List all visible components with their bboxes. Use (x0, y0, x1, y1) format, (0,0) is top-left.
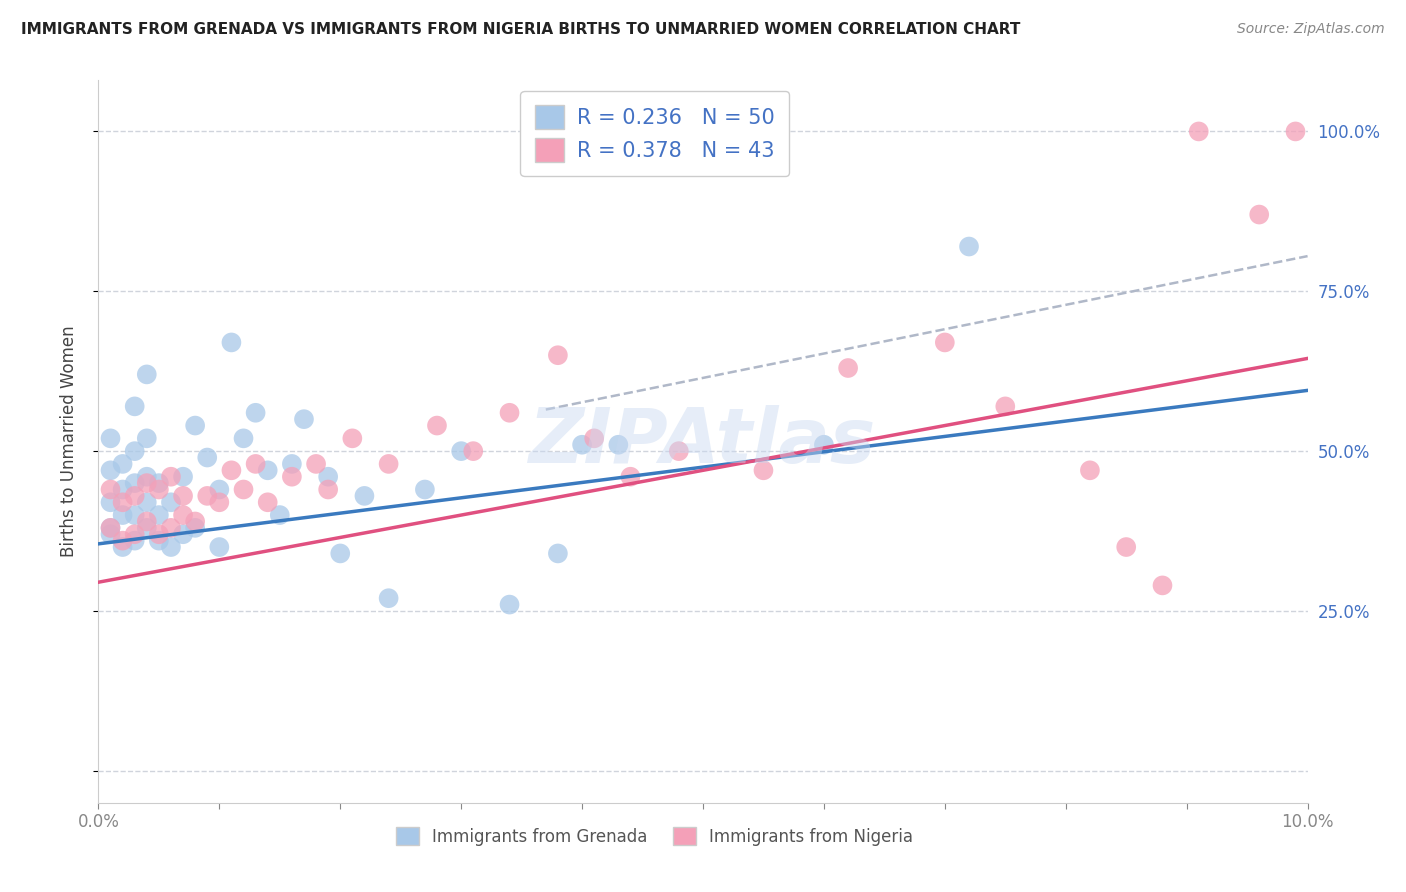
Point (172, 527, 194, 541)
Point (208, 495, 231, 509)
Point (316, 483, 339, 497)
Point (160, 540, 183, 554)
Point (100, 463, 122, 477)
Point (413, 483, 436, 497)
Point (571, 438, 593, 452)
Point (498, 598, 520, 612)
Point (292, 412, 315, 426)
Point (135, 521, 157, 535)
Point (1115, 540, 1137, 554)
Point (160, 495, 183, 509)
Point (463, 444, 485, 458)
Point (377, 591, 399, 606)
Point (124, 444, 146, 458)
Point (148, 483, 170, 497)
Point (256, 463, 278, 477)
Point (148, 508, 170, 522)
Point (547, 546, 569, 560)
Point (583, 431, 606, 445)
Text: IMMIGRANTS FROM GRENADA VS IMMIGRANTS FROM NIGERIA BIRTHS TO UNMARRIED WOMEN COR: IMMIGRANTS FROM GRENADA VS IMMIGRANTS FR… (21, 22, 1021, 37)
Point (111, 483, 134, 497)
Point (172, 469, 194, 483)
Point (668, 444, 690, 458)
Point (208, 483, 231, 497)
Legend: Immigrants from Grenada, Immigrants from Nigeria: Immigrants from Grenada, Immigrants from… (389, 821, 920, 852)
Point (135, 476, 157, 491)
Point (160, 521, 183, 535)
Point (124, 533, 146, 548)
Point (184, 418, 207, 433)
Text: ZIPAtlas: ZIPAtlas (529, 405, 877, 478)
Point (1249, 208, 1271, 222)
Point (256, 495, 278, 509)
Point (111, 457, 134, 471)
Point (934, 335, 956, 350)
Point (124, 508, 146, 522)
Y-axis label: Births to Unmarried Women: Births to Unmarried Women (59, 326, 77, 558)
Point (221, 463, 243, 477)
Point (342, 431, 364, 445)
Point (148, 476, 170, 491)
Point (111, 508, 134, 522)
Point (100, 495, 122, 509)
Point (124, 476, 146, 491)
Point (195, 489, 218, 503)
Point (232, 483, 254, 497)
Point (607, 438, 630, 452)
Point (1284, 124, 1306, 138)
Point (184, 521, 207, 535)
Point (135, 469, 157, 483)
Point (135, 431, 157, 445)
Point (994, 400, 1017, 414)
Point (111, 533, 134, 548)
Point (135, 515, 157, 529)
Point (124, 489, 146, 503)
Point (752, 463, 775, 477)
Point (245, 457, 267, 471)
Point (100, 527, 122, 541)
Point (245, 406, 267, 420)
Point (195, 450, 218, 465)
Point (957, 239, 980, 253)
Point (498, 406, 520, 420)
Point (1078, 463, 1101, 477)
Point (148, 527, 170, 541)
Point (1188, 124, 1211, 138)
Point (172, 508, 194, 522)
Point (1152, 578, 1174, 592)
Point (148, 533, 170, 548)
Point (281, 457, 304, 471)
Point (837, 361, 859, 376)
Point (232, 431, 254, 445)
Point (316, 469, 339, 483)
Point (426, 418, 449, 433)
Point (813, 438, 835, 452)
Point (135, 368, 157, 382)
Point (100, 431, 122, 445)
Point (353, 489, 375, 503)
Point (111, 540, 134, 554)
Point (124, 527, 146, 541)
Point (135, 495, 157, 509)
Point (208, 540, 231, 554)
Point (547, 348, 569, 362)
Point (184, 515, 207, 529)
Point (329, 546, 352, 560)
Point (160, 469, 183, 483)
Point (172, 489, 194, 503)
Point (281, 469, 304, 483)
Text: Source: ZipAtlas.com: Source: ZipAtlas.com (1237, 22, 1385, 37)
Point (377, 457, 399, 471)
Point (221, 335, 243, 350)
Point (100, 483, 122, 497)
Point (450, 444, 472, 458)
Point (111, 495, 134, 509)
Point (100, 521, 122, 535)
Point (100, 521, 122, 535)
Point (269, 508, 291, 522)
Point (619, 469, 641, 483)
Point (305, 457, 328, 471)
Point (124, 400, 146, 414)
